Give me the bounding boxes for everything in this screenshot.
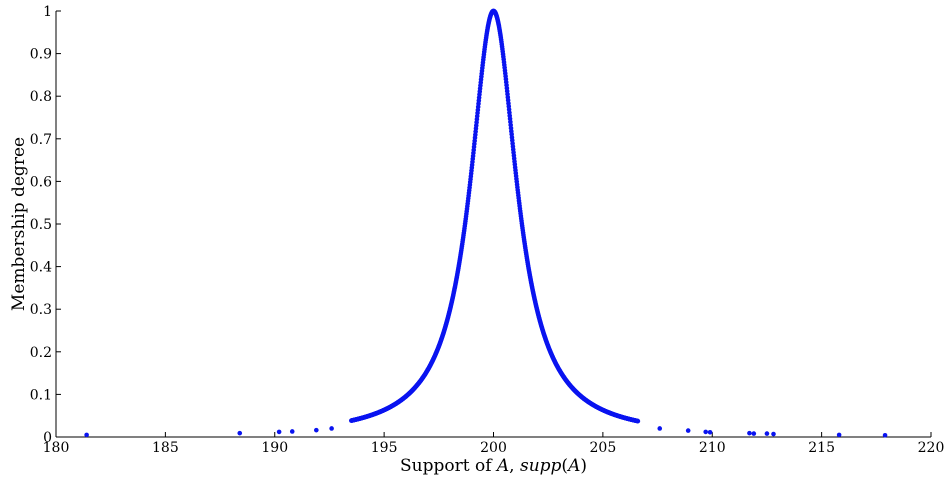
y-tick-label: 0.4	[30, 260, 52, 276]
data-point	[84, 432, 89, 438]
data-point	[685, 428, 691, 433]
data-point	[289, 429, 295, 434]
x-tick-label: 185	[152, 440, 179, 456]
data-point	[276, 429, 282, 435]
x-tick-label: 210	[699, 440, 726, 456]
data-point	[635, 418, 641, 424]
y-tick-label: 0.2	[30, 345, 52, 361]
data-points	[84, 8, 888, 438]
data-point	[747, 430, 752, 436]
y-tick-label: 0.3	[30, 302, 52, 318]
data-point	[836, 432, 842, 438]
data-point	[237, 430, 243, 436]
y-tick-label: 1	[43, 4, 52, 20]
x-tick-label: 220	[918, 440, 945, 456]
y-tick-label: 0.7	[30, 132, 52, 148]
x-tick-label: 200	[480, 440, 507, 456]
y-tick-label: 0.8	[30, 89, 52, 105]
data-point	[882, 433, 888, 438]
y-tick-label: 0	[43, 430, 52, 446]
data-point	[764, 431, 770, 436]
x-axis-title: Support of A, supp(A)	[400, 456, 587, 476]
x-tick-label: 195	[371, 440, 398, 456]
data-point	[771, 431, 776, 437]
data-point	[707, 430, 713, 435]
data-point	[329, 426, 334, 431]
data-point	[657, 426, 663, 431]
data-point	[314, 427, 319, 433]
x-tick-label: 180	[43, 440, 70, 456]
x-tick-label: 190	[261, 440, 288, 456]
y-tick-label: 0.5	[30, 217, 52, 233]
y-tick-label: 0.6	[30, 174, 52, 190]
x-tick-label: 215	[808, 440, 835, 456]
x-tick-label: 205	[590, 440, 617, 456]
y-tick-label: 0.9	[30, 47, 52, 63]
data-point	[751, 431, 757, 436]
y-tick-label: 0.1	[30, 387, 52, 403]
y-axis-title: Membership degree	[9, 137, 29, 311]
axes: 180 185 190 195 200 205 210 215 220 0 0.1 0.2 0.3 0.4…	[30, 4, 945, 456]
data-point	[703, 429, 708, 435]
